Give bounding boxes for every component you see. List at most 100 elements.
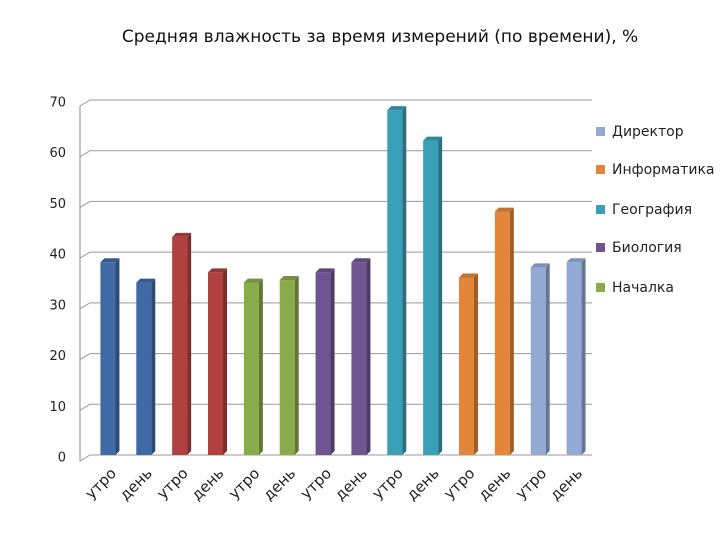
legend-label: География [612,202,693,218]
bar-top [136,278,156,283]
x-tick-label: утро [512,464,550,502]
grid-line [79,353,592,360]
bar [423,136,443,456]
bar-side [294,276,299,455]
bar-side [115,258,120,455]
legend-label: Информатика [612,162,715,178]
x-tick-label: день [259,464,299,504]
bar [172,232,192,455]
bar-side [151,278,156,455]
y-tick-label: 50 [49,197,66,212]
bar-top [243,278,263,283]
bar-front [423,140,439,456]
legend-item: Биология [596,238,718,258]
bar [530,263,550,455]
bar-front [100,262,116,455]
bar-front [494,211,510,455]
legend-label: Началка [612,280,674,296]
bar-side [474,273,478,455]
bar-side [545,263,550,455]
bar [459,273,478,455]
x-tick-label: утро [440,464,478,502]
bar-front [351,262,367,455]
bar [136,278,156,455]
bar [279,276,299,455]
bar [494,207,514,455]
bar [208,268,227,455]
bar-top [494,207,514,212]
bar-front [279,280,295,455]
x-tick-label: утро [153,464,191,502]
x-tick-label: день [546,464,586,504]
chart-title: Средняя влажность за время измерений (по… [121,27,639,47]
bar-front [136,282,152,455]
legend-swatch [596,127,605,136]
bar-top [387,106,407,111]
bar [243,278,263,455]
y-tick-label: 20 [49,349,66,364]
x-tick-label: день [116,464,156,504]
bar-side [330,268,335,455]
legend-swatch [596,165,605,174]
grid-line [79,200,592,208]
bar [566,258,586,455]
legend-item: География [596,200,718,220]
x-tick-label: день [475,464,515,504]
bar [315,268,335,455]
bar [387,106,407,456]
grid-line [79,454,592,462]
bar-top [315,268,335,273]
x-tick-label: день [403,464,443,504]
grid-line [79,150,592,158]
x-tick-label: утро [225,464,263,502]
legend-swatch [596,283,605,292]
bar-top [530,263,550,268]
bar-side [581,258,586,455]
bar-front [243,282,259,455]
bar-front [387,110,403,456]
bar-top [100,258,120,263]
y-tick-label: 60 [49,146,66,161]
y-tick-label: 0 [58,451,66,466]
bar [100,258,120,455]
x-tick-label: утро [82,464,120,502]
bar-side [402,106,407,456]
bar-front [566,262,582,455]
bar-side [509,207,514,455]
grid-line [79,403,592,411]
x-tick-label: день [188,464,228,504]
legend-item: Началка [596,278,718,298]
legend-label: Биология [612,240,682,256]
y-tick-label: 40 [49,248,66,263]
bar-side [187,232,192,455]
y-tick-label: 70 [49,96,66,111]
legend-label: Директор [612,124,684,140]
bar-top [459,273,478,278]
bar-side [258,278,263,455]
y-tick-label: 10 [49,400,66,415]
bar-side [438,136,443,456]
bar-side [223,268,227,455]
x-tick-label: утро [297,464,335,502]
grid-line [79,251,592,259]
bar-top [423,136,443,141]
legend-item: Информатика [596,160,718,180]
legend-swatch [596,205,605,214]
legend-swatch [596,243,605,252]
legend-item: Директор [596,122,718,142]
bar-top [208,268,227,273]
bar-front [208,272,223,455]
y-tick-label: 30 [49,298,66,313]
grid-line [79,99,592,107]
bar-top [279,276,299,281]
bar-top [566,258,586,263]
bar-front [172,236,188,455]
x-tick-label: день [331,464,371,504]
x-tick-label: утро [368,464,406,502]
grid-line [79,302,592,310]
bar-side [366,258,371,455]
bar-front [315,272,331,455]
bar-front [459,277,474,455]
bar-top [351,258,371,263]
